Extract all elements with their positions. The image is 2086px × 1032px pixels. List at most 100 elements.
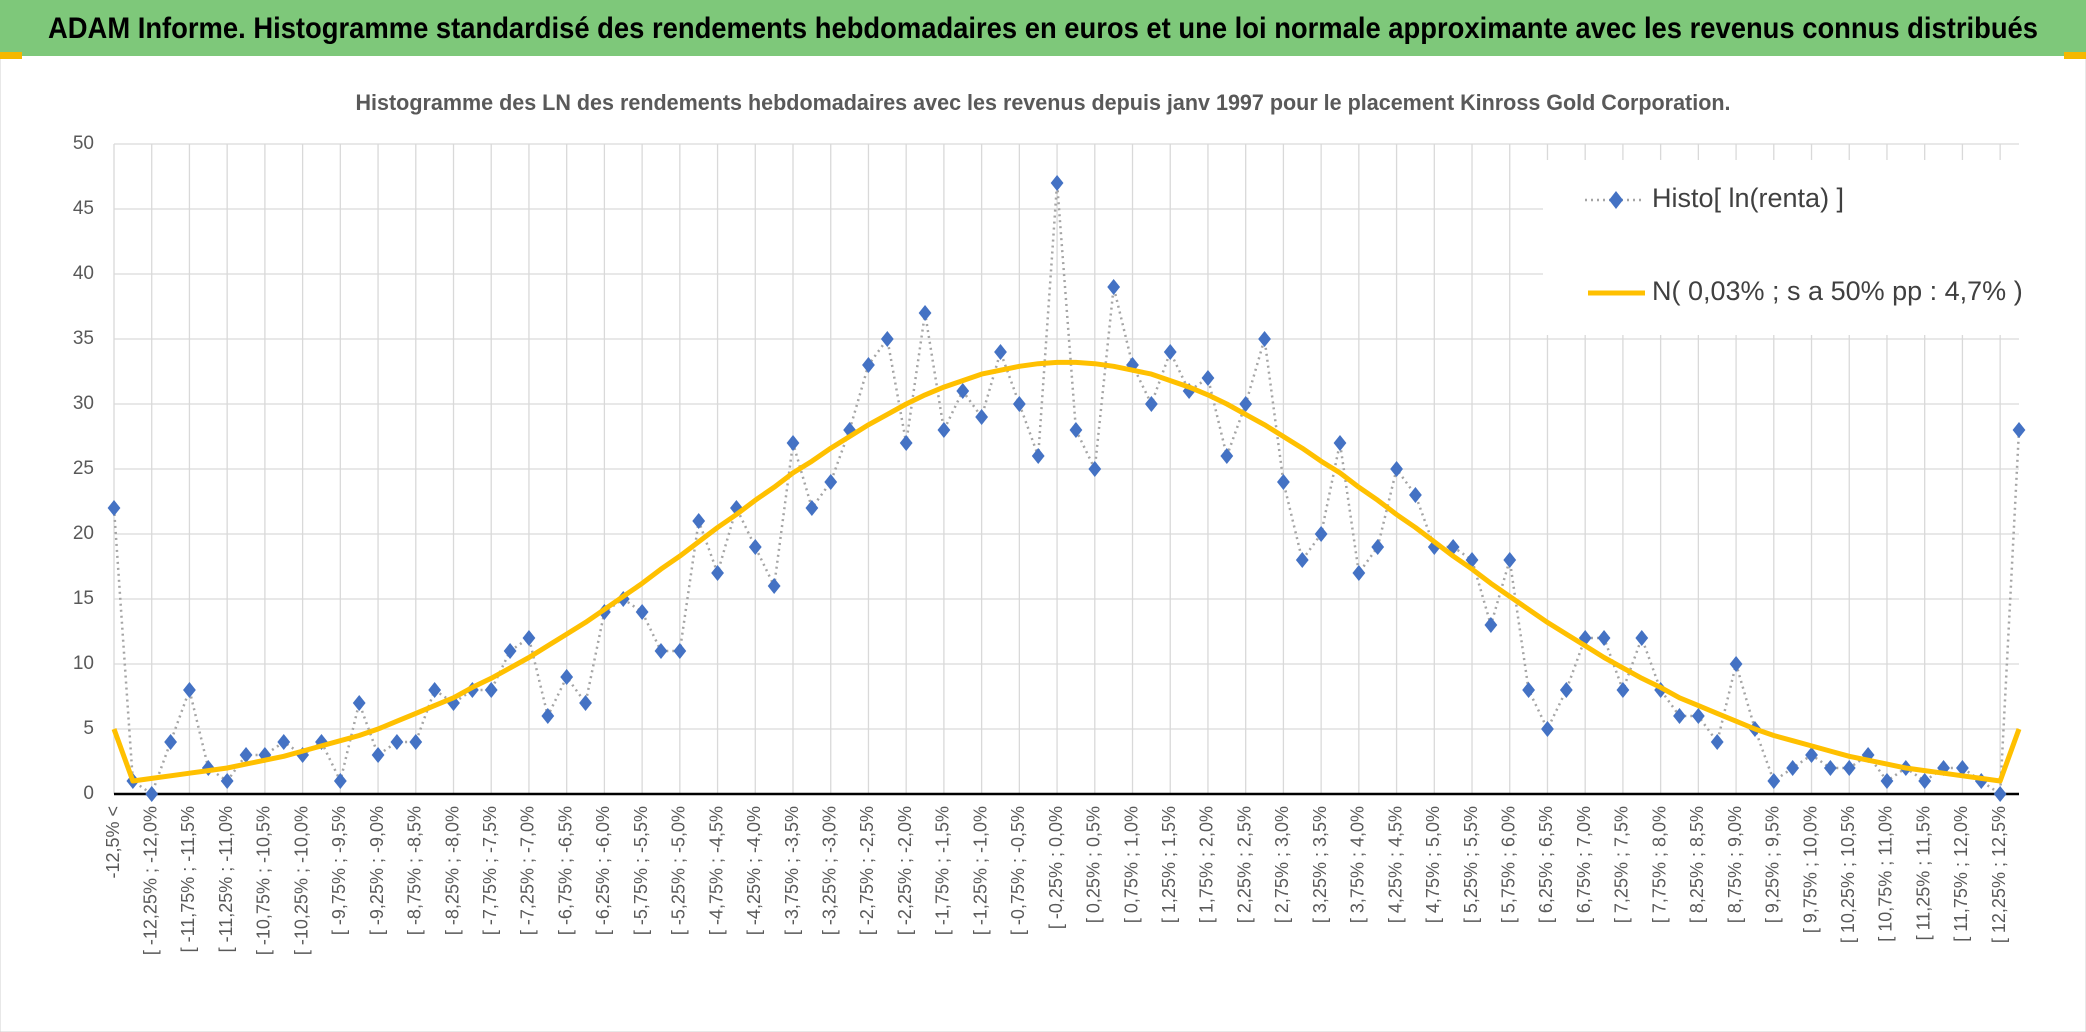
marker	[635, 604, 649, 620]
y-tick-label: 40	[73, 263, 94, 284]
marker	[692, 513, 706, 529]
marker	[1352, 565, 1366, 581]
y-tick-label: 5	[83, 718, 94, 739]
y-tick-label: 45	[73, 198, 94, 219]
marker	[484, 682, 498, 698]
x-tick-label: [ -6,75% ; -6,5%	[555, 806, 575, 935]
y-tick-label: 30	[73, 393, 94, 414]
marker	[1390, 461, 1403, 477]
x-tick-label: [ 0,25% ; 0,5%	[1084, 806, 1104, 923]
x-tick-label: [ 10,75% ; 11,0%	[1876, 806, 1896, 942]
marker	[428, 682, 442, 698]
marker	[1333, 435, 1347, 451]
marker	[503, 643, 517, 659]
marker	[1503, 552, 1517, 568]
marker	[183, 682, 196, 698]
marker	[1314, 526, 1328, 542]
legend-marker	[1609, 191, 1623, 209]
x-tick-label: [ 5,75% ; 6,0%	[1498, 806, 1518, 923]
x-tick-label: [ 2,75% ; 3,0%	[1272, 806, 1292, 923]
marker	[371, 747, 385, 763]
marker	[1786, 760, 1800, 776]
x-tick-label: [ 9,75% ; 10,0%	[1800, 806, 1820, 933]
x-tick-label: [ -9,25% ; -9,0%	[367, 806, 387, 935]
marker	[1522, 682, 1536, 698]
marker	[862, 357, 875, 373]
marker	[1823, 760, 1837, 776]
x-tick-label: [ -2,25% ; -2,0%	[895, 806, 915, 935]
marker	[522, 630, 536, 646]
x-tick-label: [ -3,75% ; -3,5%	[782, 806, 802, 935]
legend-label: Histo[ ln(renta) ]	[1652, 183, 1844, 213]
marker	[1597, 630, 1611, 646]
x-tick-label: [ 10,25% ; 10,5%	[1838, 806, 1858, 943]
x-tick-label: [ -3,25% ; -3,0%	[819, 806, 839, 935]
marker	[541, 708, 555, 724]
marker	[994, 344, 1007, 360]
x-tick-label: [ -8,25% ; -8,0%	[442, 806, 462, 935]
x-tick-label: [ -11,75% ; -11,5%	[178, 806, 198, 952]
marker	[1616, 682, 1630, 698]
x-tick-label: [ 4,75% ; 5,0%	[1423, 806, 1443, 923]
x-tick-label: [ 3,75% ; 4,0%	[1348, 806, 1368, 923]
y-tick-label: 35	[73, 328, 94, 349]
marker	[1239, 396, 1253, 412]
y-tick-label: 50	[73, 133, 94, 154]
y-tick-label: 25	[73, 458, 94, 479]
x-tick-label: [ 3,25% ; 3,5%	[1310, 806, 1330, 923]
x-tick-label: [ -1,25% ; -1,0%	[970, 806, 990, 935]
x-tick-label: [ -7,25% ; -7,0%	[518, 806, 538, 935]
marker	[654, 643, 668, 659]
marker	[1691, 708, 1705, 724]
marker	[579, 695, 592, 711]
marker	[956, 383, 970, 399]
corner	[0, 52, 22, 59]
marker	[1069, 422, 1083, 438]
marker	[1220, 448, 1234, 464]
x-tick-label: [ 1,25% ; 1,5%	[1159, 806, 1179, 923]
marker	[220, 773, 234, 789]
legend-box	[1543, 160, 2019, 335]
y-tick-label: 0	[83, 783, 94, 804]
marker	[1993, 786, 2007, 802]
marker	[1409, 487, 1422, 503]
marker	[1673, 708, 1686, 724]
x-tick-label: [ -6,25% ; -6,0%	[593, 806, 613, 935]
legend-label: N( 0,03% ; s a 50% pp : 4,7% )	[1652, 276, 2023, 306]
marker	[975, 409, 989, 425]
marker	[1484, 617, 1498, 633]
x-tick-label: [ 9,25% ; 9,5%	[1763, 806, 1783, 923]
x-tick-label: [ -9,75% ; -9,5%	[329, 806, 349, 935]
x-tick-label: [ 2,25% ; 2,5%	[1234, 806, 1254, 923]
marker	[1974, 773, 1988, 789]
marker	[2012, 422, 2026, 438]
x-tick-label: [ -8,75% ; -8,5%	[405, 806, 425, 935]
marker	[239, 747, 253, 763]
marker	[390, 734, 404, 750]
marker	[1918, 773, 1932, 789]
marker	[880, 331, 894, 347]
marker	[748, 539, 762, 555]
marker	[1805, 747, 1818, 763]
marker	[1182, 383, 1196, 399]
marker	[1144, 396, 1158, 412]
marker	[1107, 279, 1121, 295]
x-tick-label: [ 8,75% ; 9,0%	[1725, 806, 1745, 923]
x-tick-label: [ 1,75% ; 2,0%	[1197, 806, 1217, 923]
x-tick-label: [ 11,75% ; 12,0%	[1951, 806, 1971, 942]
marker	[1710, 734, 1724, 750]
series-line	[111, 359, 2022, 784]
marker	[560, 669, 574, 685]
marker	[1050, 175, 1064, 191]
marker	[1088, 461, 1102, 477]
marker	[277, 734, 291, 750]
x-tick-label: [ -12,25% ; -12,0%	[140, 806, 160, 955]
x-tick-label: [ 6,75% ; 7,0%	[1574, 806, 1594, 923]
marker	[164, 734, 177, 750]
x-tick-label: [ -0,75% ; -0,5%	[1008, 806, 1028, 935]
header-bar	[0, 0, 2086, 56]
marker	[786, 435, 800, 451]
x-tick-label: [ 5,25% ; 5,5%	[1461, 806, 1481, 923]
marker	[1578, 630, 1592, 646]
